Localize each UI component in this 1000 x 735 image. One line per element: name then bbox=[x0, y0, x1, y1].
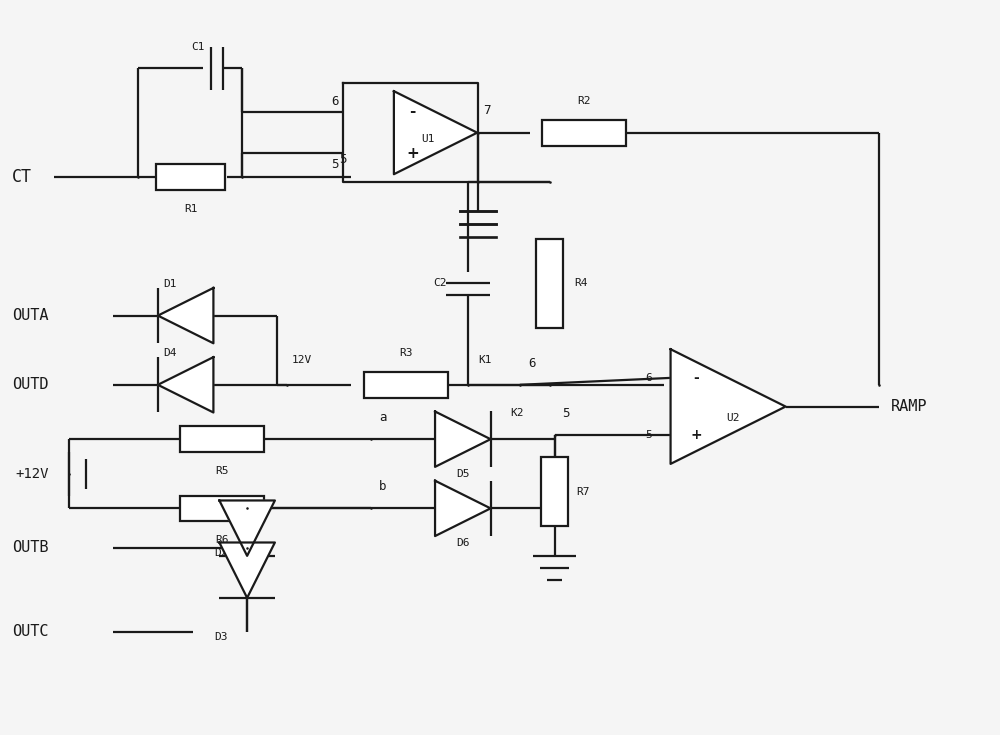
Text: R3: R3 bbox=[399, 348, 413, 358]
Polygon shape bbox=[158, 357, 213, 412]
Polygon shape bbox=[435, 481, 491, 536]
Text: 5: 5 bbox=[645, 430, 652, 440]
Bar bbox=[364, 372, 448, 398]
Text: D1: D1 bbox=[163, 279, 176, 289]
Text: 12V: 12V bbox=[292, 355, 312, 365]
Text: 7: 7 bbox=[483, 104, 491, 118]
Text: a: a bbox=[379, 411, 387, 424]
Text: R1: R1 bbox=[184, 204, 197, 214]
Text: R2: R2 bbox=[578, 96, 591, 106]
Text: C1: C1 bbox=[191, 42, 204, 51]
Bar bbox=[536, 239, 563, 328]
Text: U1: U1 bbox=[421, 134, 434, 144]
Text: K2: K2 bbox=[510, 409, 523, 418]
Text: C2: C2 bbox=[434, 279, 447, 288]
Text: R5: R5 bbox=[216, 466, 229, 476]
Polygon shape bbox=[671, 349, 786, 464]
Bar bbox=[156, 165, 225, 190]
Text: +: + bbox=[691, 429, 702, 442]
Text: D2: D2 bbox=[214, 548, 228, 558]
Text: b: b bbox=[379, 480, 387, 493]
Text: OUTA: OUTA bbox=[12, 308, 49, 323]
Text: -: - bbox=[409, 104, 416, 119]
Text: R6: R6 bbox=[216, 535, 229, 545]
Text: U2: U2 bbox=[726, 413, 740, 423]
Polygon shape bbox=[158, 288, 213, 343]
Text: +: + bbox=[406, 146, 419, 161]
Text: D4: D4 bbox=[163, 348, 176, 358]
Polygon shape bbox=[219, 542, 275, 598]
Text: RAMP: RAMP bbox=[891, 399, 927, 414]
Polygon shape bbox=[219, 501, 275, 556]
Text: 5: 5 bbox=[562, 407, 570, 420]
Text: CT: CT bbox=[12, 168, 32, 186]
Text: 5: 5 bbox=[339, 153, 347, 166]
Text: 5: 5 bbox=[331, 158, 338, 171]
Bar bbox=[542, 120, 626, 146]
Text: 6: 6 bbox=[645, 373, 652, 383]
Bar bbox=[180, 426, 264, 452]
Text: 6: 6 bbox=[331, 95, 338, 107]
Text: OUTC: OUTC bbox=[12, 625, 49, 639]
Text: -: - bbox=[694, 371, 699, 385]
Text: OUTB: OUTB bbox=[12, 540, 49, 556]
Text: OUTD: OUTD bbox=[12, 377, 49, 392]
Polygon shape bbox=[394, 91, 477, 174]
Bar bbox=[541, 457, 568, 526]
Text: 6: 6 bbox=[528, 356, 535, 370]
Text: R4: R4 bbox=[574, 279, 588, 288]
Text: D3: D3 bbox=[214, 632, 228, 642]
Text: +12V: +12V bbox=[15, 467, 49, 481]
Polygon shape bbox=[435, 412, 491, 467]
Text: D6: D6 bbox=[456, 538, 470, 548]
Text: R7: R7 bbox=[576, 487, 590, 497]
Bar bbox=[180, 495, 264, 521]
Text: K1: K1 bbox=[478, 355, 492, 365]
Text: D5: D5 bbox=[456, 469, 470, 478]
